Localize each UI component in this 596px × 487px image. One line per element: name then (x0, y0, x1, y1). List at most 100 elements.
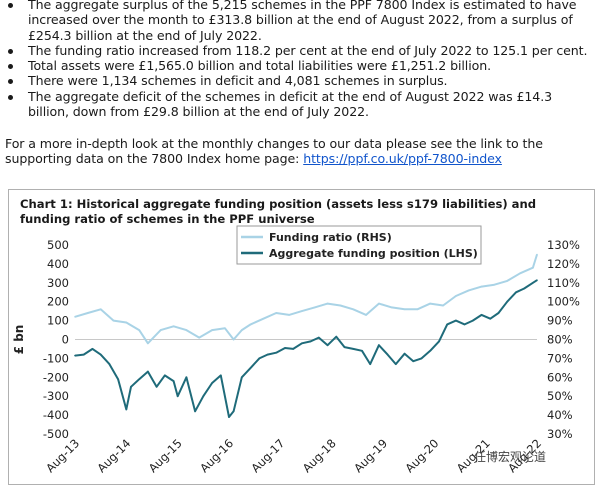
y-tick-label: 300 (47, 276, 69, 290)
funding-ratio-point (536, 253, 538, 256)
aggregate-position-point (147, 370, 149, 373)
aggregate-position-point (420, 357, 423, 360)
aggregate-position-point (472, 319, 474, 322)
y2-tick-label: 90% (547, 314, 573, 328)
aggregate-position-point (429, 350, 432, 352)
x-tick-label: Aug-19 (351, 436, 390, 475)
bullet-icon (8, 79, 13, 85)
bullet-item: The funding ratio increased from 118.2 p… (0, 43, 596, 58)
aggregate-position-point (176, 395, 179, 397)
aggregate-position-point (138, 378, 140, 380)
funding-ratio-point (232, 338, 235, 341)
chart-container: Chart 1: Historical aggregate funding po… (8, 189, 595, 485)
funding-ratio-point (198, 336, 200, 339)
aggregate-position-point (523, 287, 525, 290)
funding-ratio-point (288, 314, 290, 316)
x-tick-label: Aug-13 (43, 436, 82, 475)
y-axis-label: £ bn (12, 325, 26, 355)
y2-tick-label: 130% (547, 238, 580, 252)
aggregate-position-point (352, 348, 355, 350)
funding-ratio-point (339, 304, 342, 307)
aggregate-position-point (318, 336, 320, 339)
aggregate-position-point (506, 300, 509, 303)
bullet-item: Total assets were £1,565.0 billion and t… (0, 58, 596, 73)
funding-ratio-point (416, 308, 419, 311)
aggregate-position-point (266, 353, 269, 356)
funding-ratio-point (480, 285, 483, 288)
funding-ratio-point (301, 310, 303, 312)
aggregate-position-point (155, 386, 158, 388)
aggregate-position-line (74, 279, 538, 418)
funding-ratio-point (172, 325, 175, 328)
funding-ratio-point (493, 283, 496, 286)
funding-ratio-point (249, 323, 252, 326)
aggregate-position-point (412, 360, 415, 362)
aggregate-position-point (74, 354, 76, 357)
funding-ratio-point (519, 272, 521, 275)
funding-ratio-point (87, 312, 89, 314)
aggregate-position-point (194, 410, 196, 413)
aggregate-position-point (275, 351, 278, 354)
aggregate-position-point (446, 323, 449, 326)
bullet-item: The aggregate surplus of the 5,215 schem… (0, 0, 596, 43)
y-tick-label: 400 (47, 257, 69, 271)
funding-ratio-point (390, 306, 393, 309)
watermark-text: 任博宏观论道 (474, 450, 547, 464)
y2-tick-label: 60% (547, 370, 573, 384)
y2-tick-label: 50% (547, 389, 573, 403)
aggregate-position-point (258, 357, 261, 360)
aggregate-position-point (82, 353, 85, 356)
y-tick-label: -200 (43, 370, 69, 384)
funding-ratio-point (455, 295, 457, 297)
aggregate-position-point (536, 279, 538, 281)
aggregate-position-point (455, 319, 457, 322)
aggregate-position-point (292, 348, 295, 350)
funding-ratio-point (352, 308, 355, 311)
aggregate-position-point (172, 380, 175, 382)
legend-label: Funding ratio (RHS) (269, 231, 392, 244)
bullet-item: There were 1,134 schemes in deficit and … (0, 73, 596, 88)
funding-ratio-point (99, 308, 102, 311)
aggregate-position-point (185, 376, 188, 379)
aggregate-position-point (335, 335, 338, 338)
x-tick-label: Aug-17 (248, 436, 287, 475)
aggregate-position-point (202, 395, 205, 397)
bullet-icon (8, 64, 13, 70)
aggregate-position-point (91, 348, 94, 350)
bullet-icon (8, 3, 13, 8)
summary-bullets: The aggregate surplus of the 5,215 schem… (0, 0, 596, 119)
aggregate-position-point (125, 408, 128, 411)
ppf-7800-index-link[interactable]: https://ppf.co.uk/ppf-7800-index (303, 151, 502, 167)
bullet-text: The aggregate surplus of the 5,215 schem… (28, 0, 577, 43)
aggregate-position-point (130, 386, 132, 388)
supporting-data-paragraph: For a more in-depth look at the monthly … (5, 136, 590, 167)
funding-ratio-line (74, 254, 538, 345)
aggregate-position-point (326, 344, 329, 346)
aggregate-position-point (211, 382, 213, 384)
y-tick-label: -300 (43, 389, 69, 403)
funding-ratio-point (185, 329, 188, 331)
funding-ratio-point (125, 321, 128, 324)
funding-ratio-point (506, 280, 509, 282)
funding-ratio-point (326, 302, 329, 305)
x-tick-label: Aug-20 (402, 436, 441, 475)
funding-ratio-point (365, 314, 367, 316)
aggregate-position-point (497, 312, 500, 314)
funding-ratio-point (275, 312, 278, 314)
bullet-text: The funding ratio increased from 118.2 p… (28, 42, 588, 58)
funding-ratio-point (211, 329, 213, 331)
funding-ratio-point (313, 306, 316, 309)
aggregate-position-point (378, 344, 380, 346)
chart-title: Chart 1: Historical aggregate funding po… (20, 197, 537, 226)
y2-tick-label: 120% (547, 257, 580, 271)
x-tick-label: Aug-18 (300, 436, 339, 475)
funding-ratio-point (403, 308, 406, 311)
funding-ratio-point (442, 304, 444, 307)
aggregate-position-point (301, 342, 303, 345)
funding-ratio-point (262, 317, 265, 320)
funding-ratio-point (112, 319, 115, 322)
y-tick-label: -100 (43, 351, 69, 365)
chart-svg: 500 400 300 200 100 0 -100 -200 -300 -400 -500 130%… (12, 225, 580, 475)
legend-label: Aggregate funding position (LHS) (269, 247, 478, 260)
aggregate-position-point (438, 340, 440, 343)
